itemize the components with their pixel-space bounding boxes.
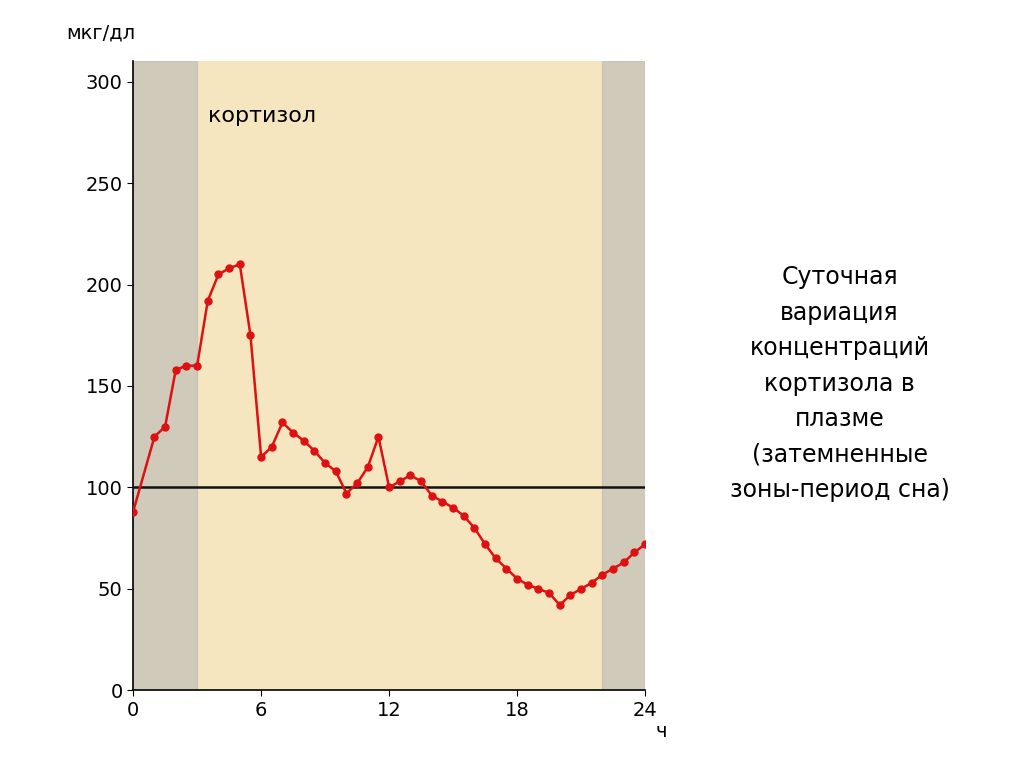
Bar bbox=[602, 61, 645, 690]
Text: ч: ч bbox=[655, 722, 667, 741]
Bar bbox=[133, 61, 197, 690]
Text: Суточная
вариация
концентраций
кортизола в
плазме
(затемненные
зоны-период сна): Суточная вариация концентраций кортизола… bbox=[730, 265, 949, 502]
Text: мкг/дл: мкг/дл bbox=[67, 24, 136, 42]
Text: кортизол: кортизол bbox=[208, 106, 316, 126]
